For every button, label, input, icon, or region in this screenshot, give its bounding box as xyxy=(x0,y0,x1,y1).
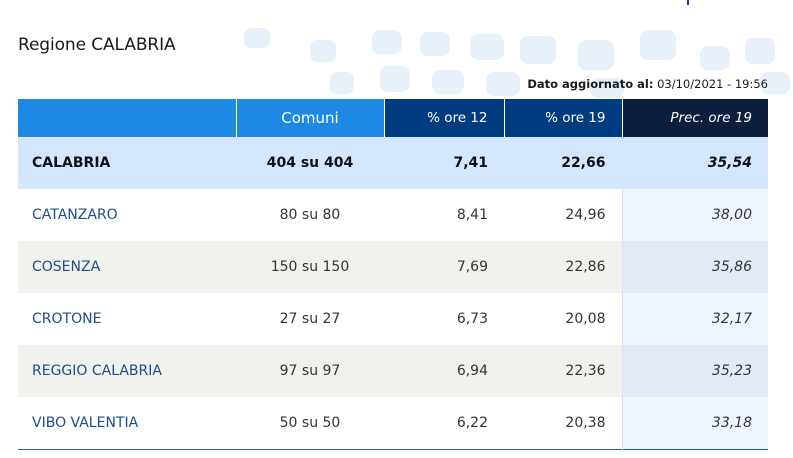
comuni-count: 404 su 404 xyxy=(236,137,384,189)
table-row[interactable]: CROTONE 27 su 27 6,73 20,08 32,17 xyxy=(18,293,768,345)
table-row[interactable]: VIBO VALENTIA 50 su 50 6,22 20,38 33,18 xyxy=(18,397,768,450)
percent-ore-19: 24,96 xyxy=(504,189,622,241)
province-name[interactable]: VIBO VALENTIA xyxy=(18,397,236,450)
percent-ore-19: 22,66 xyxy=(504,137,622,189)
percent-ore-19: 20,08 xyxy=(504,293,622,345)
update-value: 03/10/2021 - 19:56 xyxy=(657,77,768,91)
background-pattern xyxy=(244,28,790,98)
province-name[interactable]: CROTONE xyxy=(18,293,236,345)
comuni-count: 80 su 80 xyxy=(236,189,384,241)
region-name: CALABRIA xyxy=(18,137,236,189)
previous-ore-19: 38,00 xyxy=(621,189,768,241)
update-label: Dato aggiornato al: xyxy=(527,77,654,91)
province-name[interactable]: CATANZARO xyxy=(18,189,236,241)
comuni-count: 27 su 27 xyxy=(236,293,384,345)
previous-ore-19: 32,17 xyxy=(621,293,768,345)
header-name xyxy=(18,99,237,137)
percent-ore-12: 6,73 xyxy=(384,293,504,345)
table-header-row: Comuni % ore 12 % ore 19 Prec. ore 19 xyxy=(18,99,768,137)
table-row[interactable]: COSENZA 150 su 150 7,69 22,86 35,86 xyxy=(18,241,768,293)
top-marker xyxy=(687,0,689,5)
header-ore-12: % ore 12 xyxy=(384,99,505,137)
comuni-count: 150 su 150 xyxy=(236,241,384,293)
previous-ore-19: 33,18 xyxy=(621,397,768,450)
previous-ore-19: 35,86 xyxy=(621,241,768,293)
comuni-count: 50 su 50 xyxy=(236,397,384,450)
percent-ore-12: 7,41 xyxy=(384,137,504,189)
header-ore-19: % ore 19 xyxy=(504,99,623,137)
update-timestamp: Dato aggiornato al: 03/10/2021 - 19:56 xyxy=(527,77,768,91)
province-name[interactable]: REGGIO CALABRIA xyxy=(18,345,236,397)
table-row[interactable]: CATANZARO 80 su 80 8,41 24,96 38,00 xyxy=(18,189,768,241)
percent-ore-12: 6,22 xyxy=(384,397,504,450)
percent-ore-19: 20,38 xyxy=(504,397,622,450)
province-name[interactable]: COSENZA xyxy=(18,241,236,293)
comuni-count: 97 su 97 xyxy=(236,345,384,397)
header-prec-ore-19: Prec. ore 19 xyxy=(622,99,768,137)
percent-ore-12: 6,94 xyxy=(384,345,504,397)
table-row[interactable]: REGGIO CALABRIA 97 su 97 6,94 22,36 35,2… xyxy=(18,345,768,397)
page-title: Regione CALABRIA xyxy=(18,35,176,55)
previous-ore-19: 35,23 xyxy=(621,345,768,397)
percent-ore-12: 8,41 xyxy=(384,189,504,241)
table-row-total: CALABRIA 404 su 404 7,41 22,66 35,54 xyxy=(18,137,768,189)
previous-ore-19: 35,54 xyxy=(621,137,768,189)
header-comuni: Comuni xyxy=(236,99,385,137)
percent-ore-19: 22,86 xyxy=(504,241,622,293)
percent-ore-12: 7,69 xyxy=(384,241,504,293)
percent-ore-19: 22,36 xyxy=(504,345,622,397)
results-table: Comuni % ore 12 % ore 19 Prec. ore 19 CA… xyxy=(18,99,768,450)
